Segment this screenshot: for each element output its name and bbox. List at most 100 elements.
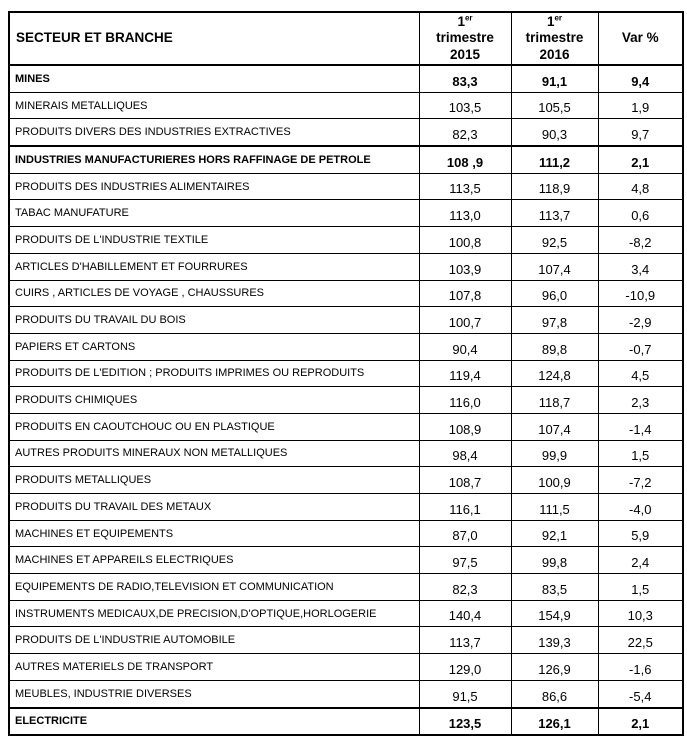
header-2015-word: trimestre xyxy=(436,30,494,46)
row-value-var: 1,5 xyxy=(597,439,684,468)
row-value-2015: 82,3 xyxy=(418,573,512,601)
row-value-var: -0,7 xyxy=(597,332,684,361)
row-value-var: 4,5 xyxy=(597,359,684,388)
row-value-var: 1,9 xyxy=(597,91,684,120)
table-row: AUTRES PRODUITS MINERAUX NON METALLIQUES… xyxy=(8,439,684,468)
row-sector-label: PRODUITS DE L'INDUSTRIE TEXTILE xyxy=(8,226,420,254)
row-sector-label: EQUIPEMENTS DE RADIO,TELEVISION ET COMMU… xyxy=(8,573,420,601)
table-row: MINES 83,3 91,1 9,4 xyxy=(8,63,684,93)
header-2015-num: 1 xyxy=(457,14,465,30)
header-2016-word: trimestre xyxy=(525,30,584,46)
row-value-var: 22,5 xyxy=(597,626,684,655)
table-row: PRODUITS METALLIQUES 108,7 100,9 -7,2 xyxy=(8,466,684,494)
row-value-2015: 100,8 xyxy=(418,226,512,254)
row-value-var: -1,4 xyxy=(597,412,684,441)
row-sector-label: PRODUITS DE L'EDITION ; PRODUITS IMPRIME… xyxy=(8,359,420,388)
table-row: INDUSTRIES MANUFACTURIERES HORS RAFFINAG… xyxy=(8,145,684,174)
row-value-var: 2,3 xyxy=(597,386,684,414)
row-value-2015: 116,1 xyxy=(418,493,512,521)
row-value-2016: 139,3 xyxy=(510,626,599,655)
table-row: TABAC MANUFATURE 113,0 113,7 0,6 xyxy=(8,199,684,228)
row-value-2016: 90,3 xyxy=(510,118,599,147)
row-value-2016: 111,5 xyxy=(510,493,599,521)
row-sector-label: PRODUITS DIVERS DES INDUSTRIES EXTRACTIV… xyxy=(8,118,420,147)
row-value-2016: 126,9 xyxy=(510,653,599,681)
row-value-2016: 118,9 xyxy=(510,172,599,201)
row-value-2016: 86,6 xyxy=(510,679,599,709)
row-value-2015: 87,0 xyxy=(418,519,512,548)
row-value-2015: 98,4 xyxy=(418,439,512,468)
row-value-2016: 113,7 xyxy=(510,199,599,228)
row-value-2015: 100,7 xyxy=(418,306,512,334)
header-row: SECTEUR ET BRANCHE 1er trimestre 2015 1er t… xyxy=(8,11,684,66)
table-row: PRODUITS DE L'EDITION ; PRODUITS IMPRIME… xyxy=(8,359,684,388)
row-value-var: 5,9 xyxy=(597,519,684,548)
table-row: INSTRUMENTS MEDICAUX,DE PRECISION,D'OPTI… xyxy=(8,599,684,628)
header-trimestre-2016: 1er trimestre 2016 xyxy=(510,11,599,66)
row-sector-label: MINERAIS METALLIQUES xyxy=(8,91,420,120)
row-value-2016: 89,8 xyxy=(510,332,599,361)
header-trimestre-2015: 1er trimestre 2015 xyxy=(418,11,512,66)
table-row: EQUIPEMENTS DE RADIO,TELEVISION ET COMMU… xyxy=(8,573,684,601)
row-value-2015: 140,4 xyxy=(418,599,512,628)
row-sector-label: ARTICLES D'HABILLEMENT ET FOURRURES xyxy=(8,252,420,281)
row-value-2015: 97,5 xyxy=(418,546,512,575)
row-sector-label: AUTRES PRODUITS MINERAUX NON METALLIQUES xyxy=(8,439,420,468)
row-value-2016: 96,0 xyxy=(510,279,599,308)
row-value-2015: 90,4 xyxy=(418,332,512,361)
row-value-2015: 103,9 xyxy=(418,252,512,281)
row-value-2015: 113,5 xyxy=(418,172,512,201)
row-sector-label: CUIRS , ARTICLES DE VOYAGE , CHAUSSURES xyxy=(8,279,420,308)
row-sector-label: MACHINES ET EQUIPEMENTS xyxy=(8,519,420,548)
row-value-2016: 92,1 xyxy=(510,519,599,548)
row-value-var: -2,9 xyxy=(597,306,684,334)
row-value-2016: 100,9 xyxy=(510,466,599,494)
row-value-2016: 124,8 xyxy=(510,359,599,388)
row-sector-label: PRODUITS EN CAOUTCHOUC OU EN PLASTIQUE xyxy=(8,412,420,441)
row-sector-label: PRODUITS CHIMIQUES xyxy=(8,386,420,414)
row-value-2015: 119,4 xyxy=(418,359,512,388)
row-sector-label: PRODUITS DU TRAVAIL DU BOIS xyxy=(8,306,420,334)
row-sector-label: PRODUITS DU TRAVAIL DES METAUX xyxy=(8,493,420,521)
header-2016-num: 1 xyxy=(546,14,555,30)
table-row: MACHINES ET APPAREILS ELECTRIQUES 97,5 9… xyxy=(8,546,684,575)
row-value-2015: 116,0 xyxy=(418,386,512,414)
table-row: MACHINES ET EQUIPEMENTS 87,0 92,1 5,9 xyxy=(8,519,684,548)
row-sector-label: MEUBLES, INDUSTRIE DIVERSES xyxy=(8,679,420,709)
row-sector-label: PRODUITS DES INDUSTRIES ALIMENTAIRES xyxy=(8,172,420,201)
table-row: PRODUITS DIVERS DES INDUSTRIES EXTRACTIV… xyxy=(8,118,684,147)
row-value-var: 1,5 xyxy=(597,573,684,601)
row-value-2016: 107,4 xyxy=(510,412,599,441)
table-row: PRODUITS DE L'INDUSTRIE TEXTILE 100,8 92… xyxy=(8,226,684,254)
row-value-2016: 99,8 xyxy=(510,546,599,575)
row-value-2015: 108,9 xyxy=(418,412,512,441)
row-value-2016: 105,5 xyxy=(510,91,599,120)
row-value-2016: 118,7 xyxy=(510,386,599,414)
header-sector-branche: SECTEUR ET BRANCHE xyxy=(8,11,420,66)
row-value-var: -10,9 xyxy=(597,279,684,308)
table-row: PAPIERS ET CARTONS 90,4 89,8 -0,7 xyxy=(8,332,684,361)
sector-index-table: SECTEUR ET BRANCHE 1er trimestre 2015 1er t… xyxy=(8,11,684,736)
row-value-var: 4,8 xyxy=(597,172,684,201)
row-sector-label: MACHINES ET APPAREILS ELECTRIQUES xyxy=(8,546,420,575)
row-value-2016: 107,4 xyxy=(510,252,599,281)
row-value-var: -4,0 xyxy=(597,493,684,521)
row-value-2015: 113,7 xyxy=(418,626,512,655)
row-value-2016: 154,9 xyxy=(510,599,599,628)
row-value-2016: 99,9 xyxy=(510,439,599,468)
row-value-2015: 83,3 xyxy=(418,63,512,93)
table-row: ELECTRICITE 123,5 126,1 2,1 xyxy=(8,706,684,736)
table-row: PRODUITS CHIMIQUES 116,0 118,7 2,3 xyxy=(8,386,684,414)
row-value-var: -7,2 xyxy=(597,466,684,494)
row-value-var: -8,2 xyxy=(597,226,684,254)
header-var-pct: Var % xyxy=(597,11,684,66)
row-value-var: -5,4 xyxy=(597,679,684,709)
row-value-var: 2,1 xyxy=(597,706,684,736)
row-value-var: 9,7 xyxy=(597,118,684,147)
table-row: AUTRES MATERIELS DE TRANSPORT 129,0 126,… xyxy=(8,653,684,681)
row-value-2015: 91,5 xyxy=(418,679,512,709)
row-value-2015: 113,0 xyxy=(418,199,512,228)
row-value-2015: 129,0 xyxy=(418,653,512,681)
document-page: SECTEUR ET BRANCHE 1er trimestre 2015 1er t… xyxy=(8,11,684,736)
row-value-var: 10,3 xyxy=(597,599,684,628)
